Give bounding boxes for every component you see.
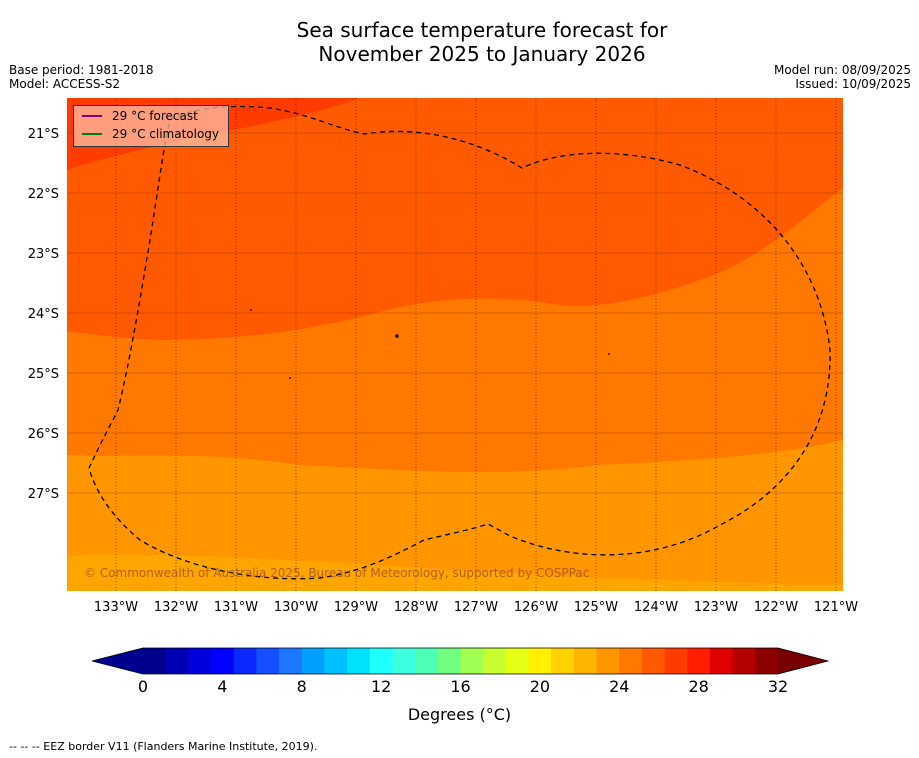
colorbar-tick-label: 0 xyxy=(138,677,148,696)
colorbar-cell xyxy=(619,648,643,674)
colorbar-min-arrow xyxy=(92,648,143,674)
lat-label: 21°S xyxy=(28,127,59,142)
lat-label: 24°S xyxy=(28,307,59,322)
lon-label: 133°W xyxy=(94,600,138,615)
chart-title: Sea surface temperature forecast for Nov… xyxy=(0,18,919,66)
colorbar-cell xyxy=(528,648,552,674)
lat-label: 26°S xyxy=(28,427,59,442)
colorbar-cell xyxy=(392,648,416,674)
colorbar-cell xyxy=(709,648,734,674)
lat-label: 27°S xyxy=(28,487,59,502)
colorbar xyxy=(91,647,830,675)
lon-label: 131°W xyxy=(214,600,258,615)
colorbar-tick-label: 4 xyxy=(217,677,227,696)
colorbar-cell xyxy=(505,648,530,674)
colorbar-tick-label: 24 xyxy=(609,677,629,696)
gridlines xyxy=(115,98,837,591)
latitude-labels: 21°S 22°S 23°S 24°S 25°S 26°S 27°S xyxy=(28,127,59,502)
issued-date: Issued: 10/09/2025 xyxy=(795,77,911,91)
colorbar-cell xyxy=(233,648,257,674)
base-period: Base period: 1981-2018 xyxy=(9,63,154,77)
lon-label: 130°W xyxy=(274,600,318,615)
colorbar-tick-label: 20 xyxy=(530,677,550,696)
colorbar-cell xyxy=(460,648,484,674)
lon-label: 128°W xyxy=(394,600,438,615)
lon-label: 126°W xyxy=(514,600,558,615)
map-legend: 29 °C forecast 29 °C climatology xyxy=(73,105,229,147)
meta-right: Model run: 08/09/2025 Issued: 10/09/2025 xyxy=(774,63,911,91)
longitude-labels: 133°W 132°W 131°W 130°W 129°W 128°W 127°W 126°W… xyxy=(94,600,858,615)
colorbar-cell xyxy=(415,648,439,674)
lon-label: 127°W xyxy=(454,600,498,615)
legend-forecast: 29 °C forecast xyxy=(82,109,198,123)
lon-label: 125°W xyxy=(574,600,618,615)
title-line-2: November 2025 to January 2026 xyxy=(318,42,646,66)
copyright-notice: © Commonwealth of Australia 2025, Bureau… xyxy=(84,566,590,580)
colorbar-cell xyxy=(188,648,212,674)
colorbar-cell xyxy=(641,648,666,674)
model-name: Model: ACCESS-S2 xyxy=(9,77,121,91)
colorbar-cell xyxy=(165,648,189,674)
forecast-swatch xyxy=(82,115,102,117)
colorbar-cell xyxy=(301,648,325,674)
colorbar-cell xyxy=(437,648,461,674)
title-line-1: Sea surface temperature forecast for xyxy=(296,18,668,42)
colorbar-cell xyxy=(369,648,393,674)
colorbar-max-arrow xyxy=(778,648,828,674)
colorbar-tick-label: 32 xyxy=(768,677,788,696)
colorbar-cell xyxy=(256,648,280,674)
lon-label: 132°W xyxy=(154,600,198,615)
colorbar-cell xyxy=(347,648,371,674)
legend-climatology-label: 29 °C climatology xyxy=(112,127,220,141)
colorbar-tick-label: 8 xyxy=(297,677,307,696)
colorbar-cell xyxy=(211,648,235,674)
band-29c xyxy=(67,98,843,340)
model-run: Model run: 08/09/2025 xyxy=(773,63,911,77)
colorbar-cell xyxy=(732,648,756,674)
eez-footnote: -- -- -- EEZ border V11 (Flanders Marine… xyxy=(9,740,318,753)
lon-label: 121°W xyxy=(814,600,858,615)
colorbar-cell xyxy=(687,648,711,674)
eez-border xyxy=(88,105,831,580)
colorbar-cell xyxy=(279,648,303,674)
colorbar-cell xyxy=(664,648,688,674)
lon-label: 122°W xyxy=(754,600,798,615)
colorbar-ticks: 0 4 8 12 16 20 24 28 32 xyxy=(138,677,788,696)
temperature-field xyxy=(67,98,843,591)
colorbar-cell xyxy=(324,648,348,674)
legend-forecast-label: 29 °C forecast xyxy=(112,109,198,123)
lat-label: 22°S xyxy=(28,187,59,202)
colorbar-tick-label: 28 xyxy=(688,677,708,696)
colorbar-cell xyxy=(143,648,167,674)
colorbar-tick-label: 12 xyxy=(371,677,391,696)
lon-label: 123°W xyxy=(694,600,738,615)
meta-left: Base period: 1981-2018 Model: ACCESS-S2 xyxy=(9,63,154,91)
lon-label: 124°W xyxy=(634,600,678,615)
colorbar-cell xyxy=(755,648,779,674)
lat-label: 23°S xyxy=(28,247,59,262)
colorbar-label: Degrees (°C) xyxy=(407,705,512,724)
colorbar-tick-label: 16 xyxy=(450,677,470,696)
lon-label: 129°W xyxy=(334,600,378,615)
colorbar-cell xyxy=(551,648,575,674)
legend-climatology: 29 °C climatology xyxy=(82,127,219,141)
islands xyxy=(250,309,610,379)
climatology-swatch xyxy=(82,133,102,135)
colorbar-cell xyxy=(596,648,620,674)
colorbar-cell xyxy=(573,648,598,674)
colorbar-outline xyxy=(91,647,830,675)
colorbar-cell xyxy=(483,648,507,674)
lat-label: 25°S xyxy=(28,367,59,382)
